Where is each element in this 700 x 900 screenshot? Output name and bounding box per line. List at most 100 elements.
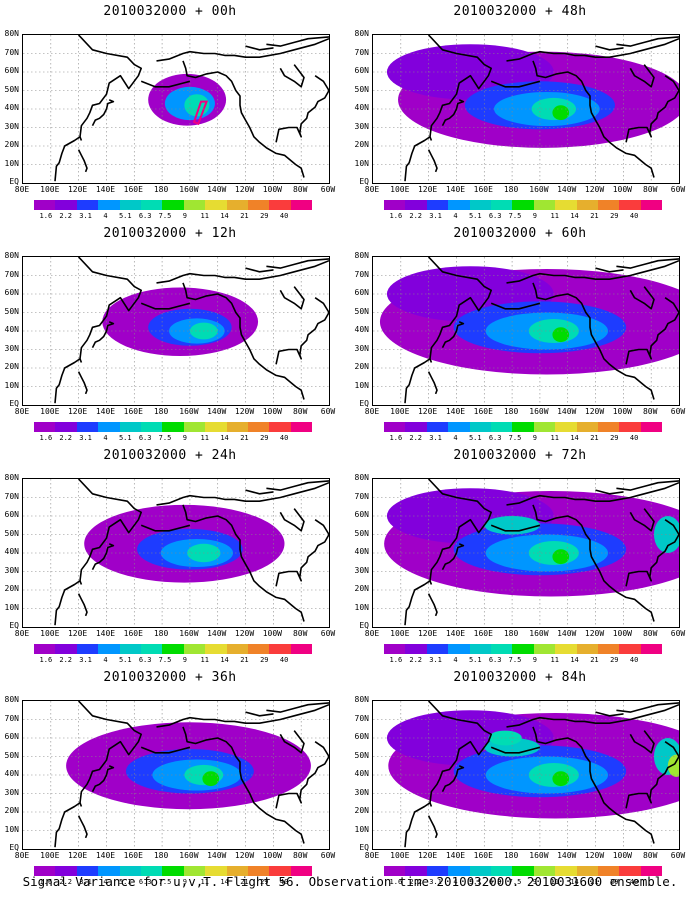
colorbar-swatch [34,422,56,432]
colorbar-swatch [490,866,513,876]
colorbar-swatch [183,644,206,654]
colorbar-label: 9 [532,878,537,886]
colorbar-swatch [576,644,598,654]
colorbar-label: 3.1 [429,656,442,664]
colorbar [384,644,663,654]
latitude-label: EQ [359,843,369,852]
panel-title: 2010032000 + 48h [453,4,587,19]
longitude-label: 160W [179,629,199,638]
longitude-label: 140E [445,629,466,638]
colorbar-label: 7.5 [158,434,172,442]
longitude-label: 80E [364,407,380,416]
map-area [372,478,680,628]
colorbar-label: 2.2 [59,878,73,886]
latitude-label: 60N [354,288,369,297]
longitude-label: 120W [584,407,605,416]
longitude-label: 180 [153,629,169,638]
latitude-label: 50N [4,306,19,316]
colorbar-label: 5.1 [468,656,482,664]
colorbar-swatch [98,644,120,654]
colorbar-label: 21 [590,212,599,220]
colorbar-label: 14 [220,434,229,442]
colorbar-label: 2.2 [409,878,423,886]
colorbar [34,200,313,210]
colorbar-swatch [384,866,406,876]
longitude-label: 60W [670,407,686,416]
colorbar-label: 2.2 [59,434,73,442]
colorbar-swatch [555,866,577,876]
latitude-label: EQ [9,399,19,408]
longitude-label: 80W [642,629,658,638]
colorbar-swatch [490,422,513,432]
latitude-label: 60N [354,732,369,741]
colorbar-label: 40 [279,434,289,442]
colorbar-swatch [34,644,56,654]
longitude-label: 160E [473,851,493,860]
colorbar-swatch [426,866,449,876]
longitude-label: 100W [612,629,632,638]
latitude-label: 30N [354,343,369,353]
latitude-label: 40N [4,325,19,334]
panel-title: 2010032000 + 36h [103,670,237,685]
colorbar-label: 40 [629,656,639,664]
colorbar-swatch [619,644,641,654]
colorbar [384,200,663,210]
colorbar-label: 7.5 [508,656,522,664]
colorbar-swatch [119,866,141,876]
latitude-label: EQ [9,843,19,852]
colorbar-swatch [384,644,406,654]
latitude-label: 10N [354,380,369,390]
colorbar-swatch [469,644,491,654]
colorbar-swatch [597,200,620,210]
longitude-label: 60W [320,851,336,860]
colorbar-swatch [619,422,641,432]
colorbar-label: 11 [550,878,559,886]
colorbar-swatch [555,200,577,210]
longitude-label: 80W [642,407,658,416]
latitude-label: 40N [4,547,19,556]
latitude-label: 50N [4,750,19,760]
latitude-label: EQ [359,621,369,630]
colorbar-label: 11 [550,656,559,664]
colorbar-swatch [640,866,663,876]
longitude-label: 120W [584,629,605,638]
colorbar-label: 14 [570,212,579,220]
coastline [54,35,329,182]
longitude-label: 80W [292,185,308,194]
longitude-label: 140W [557,851,577,860]
longitude-label: 120W [234,851,255,860]
colorbar-swatch [290,866,313,876]
colorbar-label: 3.1 [79,878,92,886]
colorbar-label: 29 [260,434,269,442]
longitude-label: 60W [670,185,686,194]
longitude-label: 60W [320,185,336,194]
longitude-label: 80E [14,851,30,860]
colorbar-label: 6.3 [488,212,502,220]
colorbar-swatch [490,644,513,654]
colorbar-swatch [98,866,120,876]
colorbar-swatch [533,422,556,432]
longitude-label: 80E [364,629,380,638]
colorbar-label: 4 [103,656,108,664]
map-panel: 2010032000 + 48h 80N 70N 60N 50N 40N 30N 20N 10N… [350,4,690,220]
latitude-label: 80N [4,29,19,38]
colorbar-swatch [247,866,270,876]
colorbar-label: 11 [200,656,209,664]
longitude-label: 80E [14,629,30,638]
colorbar-label: 21 [590,434,599,442]
longitude-label: 180 [503,185,519,194]
longitude-label: 120E [67,185,88,194]
longitude-label: 140E [95,629,116,638]
panel-title: 2010032000 + 60h [453,226,587,241]
longitude-label: 80W [642,185,658,194]
colorbar-label: 7.5 [508,878,522,886]
colorbar-label: 29 [610,212,619,220]
colorbar-swatch [76,422,99,432]
colorbar-swatch [34,200,56,210]
longitude-label: 120E [417,407,438,416]
colorbar-label: 1.6 [389,212,403,220]
colorbar-label: 14 [570,434,579,442]
colorbar-label: 3.1 [429,434,442,442]
colorbar-label: 7.5 [158,212,172,220]
colorbar-label: 11 [550,212,559,220]
